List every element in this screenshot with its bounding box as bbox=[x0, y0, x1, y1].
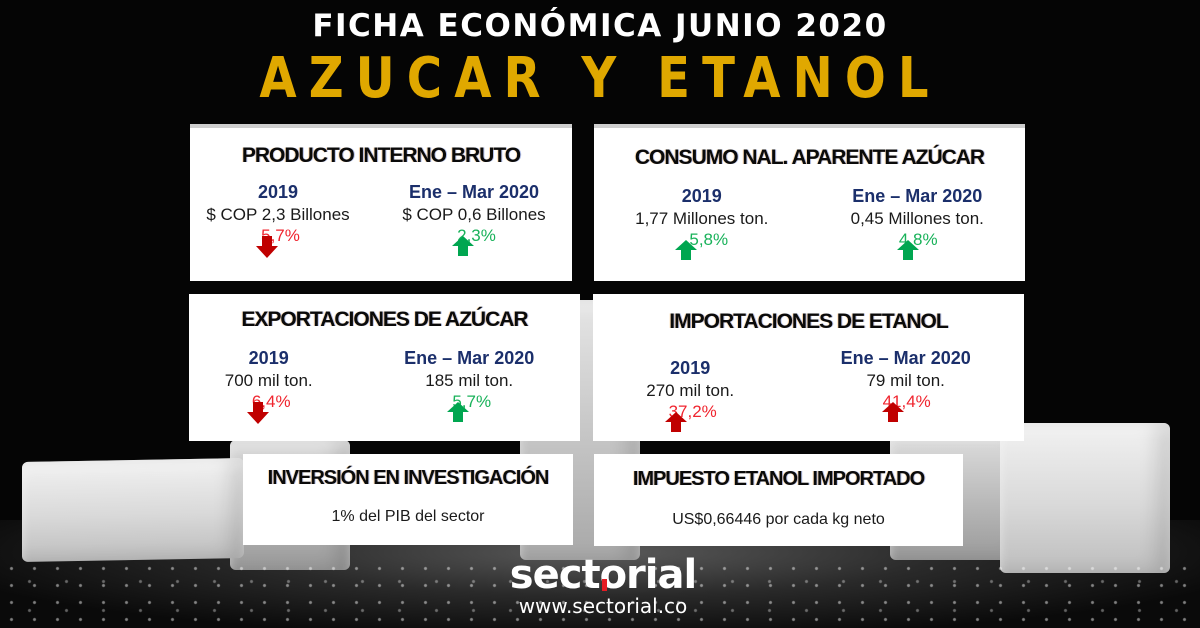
period-label: 2019 bbox=[257, 182, 299, 202]
stat-value: 79 mil ton. bbox=[866, 371, 945, 390]
stat-ene-mar-2020: Ene – Mar 2020 185 mil ton. 5,7% bbox=[404, 348, 535, 422]
stat-2019: 2019 1,77 Millones ton. 5,8% bbox=[635, 186, 769, 260]
sugar-cube bbox=[1000, 423, 1170, 573]
stat-value: 185 mil ton. bbox=[425, 371, 514, 390]
card-heading: IMPORTACIONES DE ETANOL bbox=[669, 310, 948, 333]
change-value: 5,8% bbox=[689, 230, 729, 249]
period-label: Ene – Mar 2020 bbox=[408, 182, 540, 202]
logo-wordmark: sectorial bbox=[509, 552, 697, 598]
stat-change: 37,2% bbox=[664, 402, 717, 432]
card-heading: EXPORTACIONES DE AZÚCAR bbox=[241, 308, 528, 331]
stat-change: 4,8% bbox=[896, 230, 938, 260]
page-title: AZUCAR Y ETANOL bbox=[259, 46, 941, 111]
card-consumo-aparente: CONSUMO NAL. APARENTE AZÚCAR 2019 1,77 M… bbox=[594, 124, 1025, 281]
period-label: Ene – Mar 2020 bbox=[852, 186, 983, 206]
card-heading: IMPUESTO ETANOL IMPORTADO bbox=[632, 468, 925, 490]
period-label: 2019 bbox=[681, 186, 722, 206]
stat-2019: 2019 700 mil ton. 6,4% bbox=[224, 348, 313, 424]
card-pib: PRODUCTO INTERNO BRUTO 2019 $ COP 2,3 Bi… bbox=[190, 124, 572, 281]
stat-change: 5,7% bbox=[447, 392, 491, 422]
logo-red-bar bbox=[602, 579, 607, 591]
card-heading: PRODUCTO INTERNO BRUTO bbox=[241, 144, 521, 167]
card-value: 1% del PIB del sector bbox=[331, 508, 485, 525]
stat-value: 700 mil ton. bbox=[224, 371, 313, 390]
period-label: Ene – Mar 2020 bbox=[404, 348, 535, 368]
period-label: Ene – Mar 2020 bbox=[840, 348, 971, 368]
change-value: 37,2% bbox=[668, 402, 717, 421]
logo-brand: sectorial bbox=[498, 555, 708, 595]
page-subtitle: FICHA ECONÓMICA JUNIO 2020 bbox=[312, 8, 888, 44]
stat-value: $ COP 0,6 Billones bbox=[402, 205, 546, 224]
stat-2019: 2019 270 mil ton. 37,2% bbox=[646, 358, 735, 432]
card-value: US$0,66446 por cada kg neto bbox=[672, 511, 885, 528]
stat-change: 6,4% bbox=[246, 392, 291, 424]
period-label: 2019 bbox=[248, 348, 289, 368]
card-inversion-investigacion: INVERSIÓN EN INVESTIGACIÓN 1% del PIB de… bbox=[243, 454, 573, 545]
sugar-crystals bbox=[0, 560, 1200, 628]
stat-ene-mar-2020: Ene – Mar 2020 $ COP 0,6 Billones 2,3% bbox=[402, 182, 546, 256]
stat-value: 0,45 Millones ton. bbox=[850, 209, 984, 228]
stat-ene-mar-2020: Ene – Mar 2020 0,45 Millones ton. 4,8% bbox=[850, 186, 984, 260]
stat-value: $ COP 2,3 Billones bbox=[206, 205, 350, 224]
stat-value: 270 mil ton. bbox=[646, 381, 735, 400]
stat-change: 41,4% bbox=[881, 392, 931, 422]
card-heading: INVERSIÓN EN INVESTIGACIÓN bbox=[267, 467, 550, 489]
card-importaciones-etanol: IMPORTACIONES DE ETANOL 2019 270 mil ton… bbox=[593, 294, 1024, 441]
stat-2019: 2019 $ COP 2,3 Billones 5,7% bbox=[206, 182, 350, 258]
stat-value: 1,77 Millones ton. bbox=[635, 209, 769, 228]
period-label: 2019 bbox=[670, 358, 711, 378]
stat-change: 2,3% bbox=[452, 226, 496, 256]
card-heading: CONSUMO NAL. APARENTE AZÚCAR bbox=[634, 146, 985, 169]
sectorial-logo: sectorial www.sectorial.co bbox=[498, 555, 708, 617]
logo-url[interactable]: www.sectorial.co bbox=[518, 594, 688, 618]
card-impuesto-etanol: IMPUESTO ETANOL IMPORTADO US$0,66446 por… bbox=[594, 454, 963, 546]
card-exportaciones-azucar: EXPORTACIONES DE AZÚCAR 2019 700 mil ton… bbox=[189, 294, 580, 441]
stat-ene-mar-2020: Ene – Mar 2020 79 mil ton. 41,4% bbox=[841, 348, 971, 422]
stat-change: 5,7% bbox=[256, 226, 300, 258]
sugar-cube bbox=[22, 458, 244, 562]
stat-change: 5,8% bbox=[675, 230, 729, 260]
